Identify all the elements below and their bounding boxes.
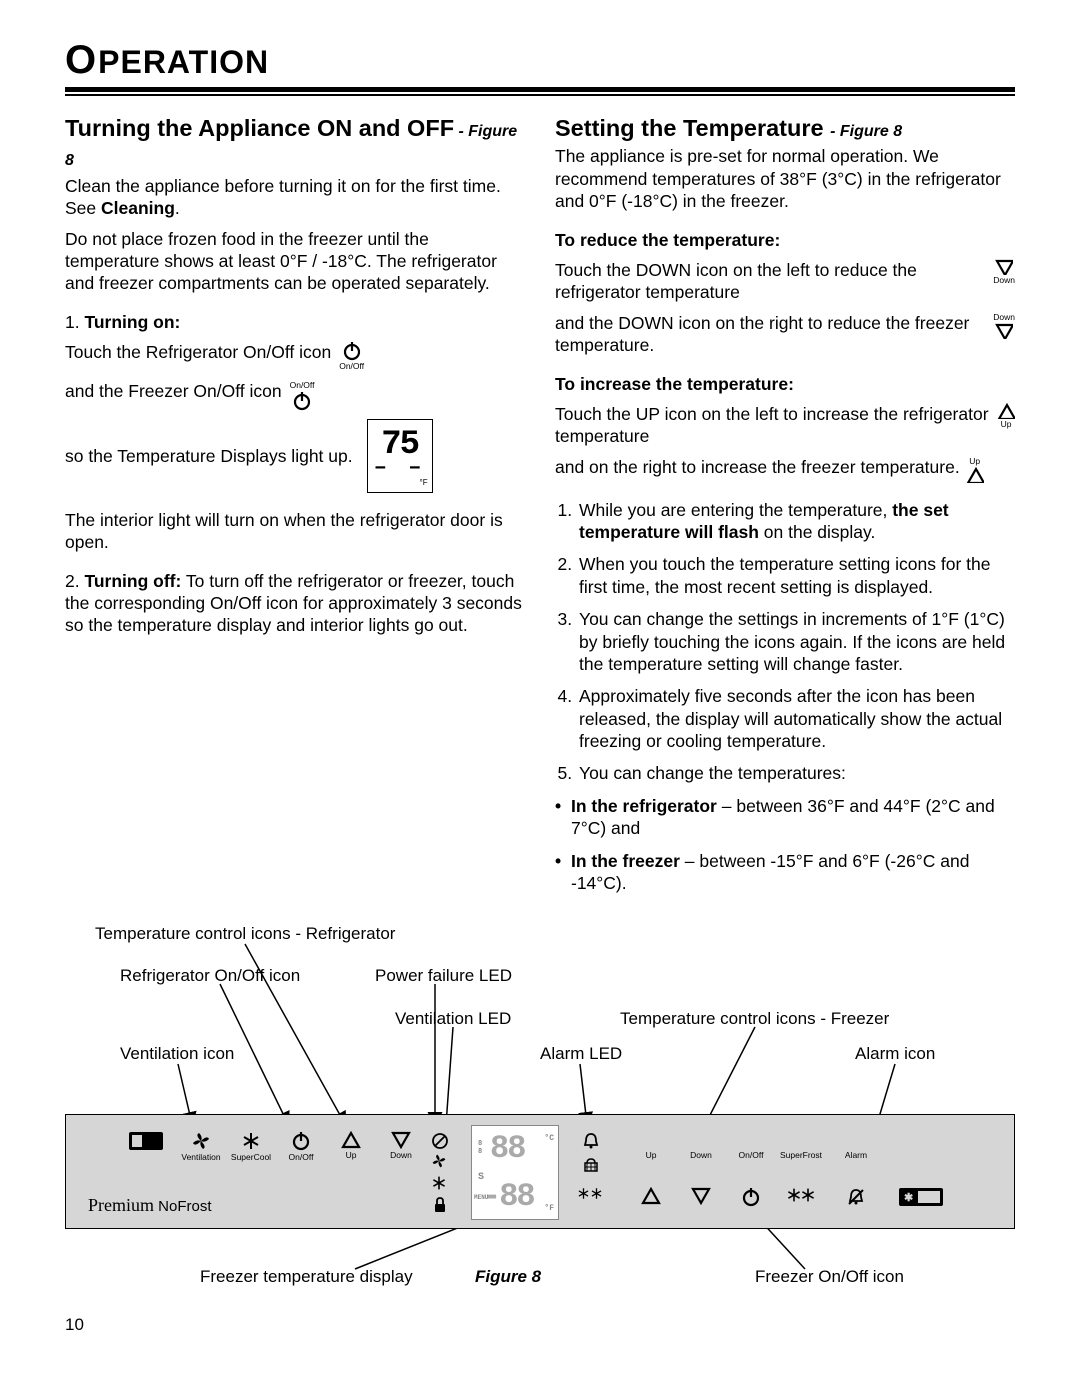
vent-led-icon <box>424 1153 454 1169</box>
callout-vent-icon: Ventilation icon <box>120 1044 234 1064</box>
left-p2: Do not place frozen food in the freezer … <box>65 228 525 295</box>
double-snow-icon <box>566 1187 616 1205</box>
power-icon: On/Off <box>290 380 315 411</box>
supercool-icon[interactable]: SuperCool <box>226 1131 276 1162</box>
power-icon: On/Off <box>339 341 364 372</box>
turning-on-block: 1. Turning on: Touch the Refrigerator On… <box>65 311 525 493</box>
rule-thick <box>65 87 1015 92</box>
callout-refrig-onoff: Refrigerator On/Off icon <box>120 966 300 986</box>
superfrost-icon[interactable] <box>776 1187 826 1207</box>
refrig-up-icon[interactable]: Up <box>326 1131 376 1160</box>
freezer-down-icon[interactable] <box>676 1187 726 1205</box>
panel-brand: Premium NoFrost <box>88 1195 212 1216</box>
up-icon: Up <box>997 403 1015 430</box>
left-p1: Clean the appliance before turning it on… <box>65 175 525 220</box>
list-item: In the refrigerator – between 36°F and 4… <box>555 795 1015 840</box>
alarm-off-icon[interactable] <box>831 1187 881 1207</box>
left-column: Turning the Appliance ON and OFF - Figur… <box>65 114 525 904</box>
control-panel: Ventilation SuperCool On/Off Up Down <box>65 1114 1015 1229</box>
callout-temp-ctrl-freezer: Temperature control icons - Freezer <box>620 1009 889 1029</box>
freezer-up-label: Up <box>626 1131 676 1160</box>
freezer-compartment-icon: ✱ <box>891 1187 951 1207</box>
page-number: 10 <box>65 1315 1015 1335</box>
reduce-l1: Touch the DOWN icon on the left to reduc… <box>555 259 1015 304</box>
down-icon: Down <box>993 312 1015 339</box>
alarm-led-icon <box>566 1131 616 1151</box>
right-column: Setting the Temperature - Figure 8 The a… <box>555 114 1015 904</box>
inc-l2: and on the right to increase the freezer… <box>555 456 1015 483</box>
callout-vent-led: Ventilation LED <box>395 1009 511 1029</box>
rule-thin <box>65 94 1015 96</box>
sub-reduce: To reduce the temperature: <box>555 229 1015 251</box>
panel-display: 88 °C 88 S -88 MENU °F <box>471 1125 559 1220</box>
freezer-onoff-label: On/Off <box>726 1131 776 1160</box>
refrig-onoff-icon[interactable]: On/Off <box>276 1131 326 1162</box>
section-title: OPERATION <box>65 38 1015 83</box>
list-item: When you touch the temperature setting i… <box>577 553 1015 598</box>
list-item: In the freezer – between -15°F and 6°F (… <box>555 850 1015 895</box>
superfrost-label: SuperFrost <box>776 1131 826 1160</box>
step1-line1: Touch the Refrigerator On/Off icon <box>65 341 331 363</box>
power-fail-led <box>424 1131 454 1149</box>
right-heading: Setting the Temperature - Figure 8 <box>555 114 1015 143</box>
ventilation-icon[interactable]: Ventilation <box>176 1131 226 1162</box>
callout-alarm-led: Alarm LED <box>540 1044 622 1064</box>
refrig-compartment-icon <box>121 1131 171 1151</box>
right-p1: The appliance is pre-set for normal oper… <box>555 145 1015 212</box>
step1-line2: and the Freezer On/Off icon <box>65 380 282 402</box>
freezer-onoff-icon[interactable] <box>726 1187 776 1207</box>
turning-off: 2. Turning off: To turn off the refriger… <box>65 570 525 637</box>
basket-icon <box>566 1155 616 1175</box>
lock-icon <box>424 1195 454 1213</box>
reduce-l2: and the DOWN icon on the right to reduce… <box>555 312 1015 357</box>
callout-alarm-icon: Alarm icon <box>855 1044 935 1064</box>
step1-line3: so the Temperature Displays light up. <box>65 445 353 467</box>
callout-temp-ctrl-refrig: Temperature control icons - Refrigerator <box>95 924 395 944</box>
figure-8-diagram: Temperature control icons - Refrigerator… <box>65 924 1015 1289</box>
right-ol: While you are entering the temperature, … <box>555 499 1015 785</box>
down-icon: Down <box>993 259 1015 286</box>
freezer-up-icon[interactable] <box>626 1187 676 1205</box>
inc-l1: Touch the UP icon on the left to increas… <box>555 403 1015 448</box>
sub-increase: To increase the temperature: <box>555 373 1015 395</box>
callout-power-fail: Power failure LED <box>375 966 512 986</box>
snow-small-icon <box>424 1175 454 1191</box>
temp-display-box: 75 – – °F <box>367 419 433 493</box>
right-ul: In the refrigerator – between 36°F and 4… <box>555 795 1015 895</box>
alarm-label: Alarm <box>831 1131 881 1160</box>
svg-text:✱: ✱ <box>904 1192 913 1204</box>
left-p3: The interior light will turn on when the… <box>65 509 525 554</box>
callout-freezer-temp: Freezer temperature display <box>200 1267 413 1287</box>
list-item: You can change the temperatures: <box>577 762 1015 784</box>
up-icon: Up <box>966 456 984 483</box>
list-item: Approximately five seconds after the ico… <box>577 685 1015 752</box>
left-heading: Turning the Appliance ON and OFF - Figur… <box>65 114 525 173</box>
refrig-down-icon[interactable]: Down <box>376 1131 426 1160</box>
list-item: You can change the settings in increment… <box>577 608 1015 675</box>
figure-caption: Figure 8 <box>475 1267 541 1287</box>
list-item: While you are entering the temperature, … <box>577 499 1015 544</box>
callout-freezer-onoff: Freezer On/Off icon <box>755 1267 904 1287</box>
freezer-down-label: Down <box>676 1131 726 1160</box>
